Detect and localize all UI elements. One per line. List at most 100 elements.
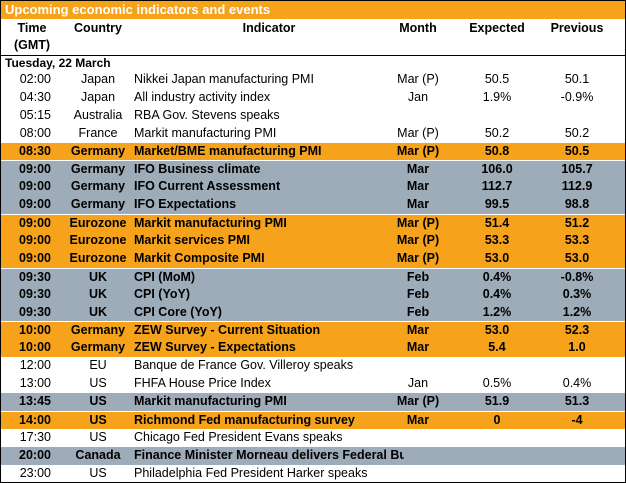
cell-indicator: Chicago Fed President Evans speaks bbox=[134, 429, 343, 444]
header-indicator: Indicator bbox=[242, 21, 296, 35]
cell-time: 20:00 bbox=[19, 447, 51, 462]
cell-country: US bbox=[89, 376, 107, 391]
cell-previous: 1.2% bbox=[562, 304, 592, 319]
cell-indicator: CPI Core (YoY) bbox=[134, 304, 222, 319]
table-row: 09:00 Germany IFO Business climate Mar 106.0… bbox=[1, 160, 625, 179]
cell-indicator: RBA Gov. Stevens speaks bbox=[134, 107, 280, 122]
cell-time: 14:00 bbox=[19, 412, 51, 427]
table-row: 08:00 France Markit manufacturing PMI Mar (… bbox=[1, 124, 625, 143]
cell-indicator: CPI (MoM) bbox=[134, 269, 196, 284]
cell-country: Japan bbox=[80, 89, 116, 104]
cell-indicator: Markit manufacturing PMI bbox=[134, 216, 287, 231]
cell-expected: 106.0 bbox=[481, 162, 513, 177]
cell-expected: 51.4 bbox=[484, 216, 510, 231]
cell-time: 08:00 bbox=[19, 125, 51, 140]
table-row: 09:00 Germany IFO Current Assessment Mar 112… bbox=[1, 178, 625, 197]
cell-month: Mar (P) bbox=[396, 394, 440, 409]
cell-expected: 0 bbox=[493, 412, 501, 427]
cell-time: 09:00 bbox=[19, 197, 51, 212]
cell-month: Mar bbox=[406, 412, 430, 427]
table-row: 12:00 EU Banque de France Gov. Villeroy sp… bbox=[1, 357, 625, 376]
cell-month: Jan bbox=[407, 89, 429, 104]
header-expected: Expected bbox=[469, 21, 525, 35]
cell-indicator: Finance Minister Morneau delivers Federa… bbox=[134, 447, 404, 462]
cell-expected: 0.4% bbox=[482, 286, 512, 301]
cell-country: US bbox=[89, 465, 107, 480]
cell-expected: 50.2 bbox=[484, 125, 510, 140]
cell-indicator: Markit manufacturing PMI bbox=[134, 125, 277, 140]
table-row: 13:45 US Markit manufacturing PMI Mar (P) 51… bbox=[1, 393, 625, 411]
cell-country: Eurozone bbox=[69, 216, 127, 231]
cell-indicator: IFO Current Assessment bbox=[134, 179, 281, 194]
cell-time: 13:45 bbox=[19, 394, 51, 409]
cell-indicator: ZEW Survey - Expectations bbox=[134, 340, 296, 355]
cell-indicator: Markit services PMI bbox=[134, 233, 251, 248]
cell-country: US bbox=[89, 429, 107, 444]
cell-month: Mar bbox=[406, 179, 430, 194]
table-row: 14:00 US Richmond Fed manufacturing survey… bbox=[1, 410, 625, 429]
cell-expected: 53.3 bbox=[484, 233, 510, 248]
cell-month: Mar bbox=[406, 197, 430, 212]
cell-expected: 0.4% bbox=[482, 269, 512, 284]
cell-previous: -4 bbox=[571, 412, 583, 427]
cell-country: Eurozone bbox=[69, 250, 127, 265]
cell-time: 09:00 bbox=[19, 179, 51, 194]
cell-indicator: ZEW Survey - Current Situation bbox=[134, 323, 321, 338]
cell-month: Mar bbox=[406, 323, 430, 338]
cell-country: EU bbox=[89, 358, 107, 373]
cell-country: UK bbox=[88, 286, 108, 301]
cell-country: France bbox=[78, 125, 118, 140]
cell-expected: 5.4 bbox=[488, 340, 506, 355]
cell-country: Germany bbox=[70, 143, 126, 158]
cell-expected: 50.5 bbox=[484, 72, 510, 86]
cell-indicator: CPI (YoY) bbox=[134, 286, 191, 301]
cell-previous: 50.1 bbox=[564, 72, 590, 86]
cell-month: Jan bbox=[407, 376, 429, 391]
cell-previous: 53.3 bbox=[564, 233, 590, 248]
cell-country: Germany bbox=[70, 323, 126, 338]
cell-month: Mar (P) bbox=[396, 250, 440, 265]
cell-indicator: Richmond Fed manufacturing survey bbox=[134, 412, 355, 427]
cell-country: US bbox=[89, 412, 107, 427]
table-row: 09:00 Eurozone Markit manufacturing PMI Mar… bbox=[1, 214, 625, 233]
cell-indicator: Markit manufacturing PMI bbox=[134, 394, 287, 409]
header-country: Country bbox=[74, 21, 122, 35]
cell-indicator: All industry activity index bbox=[134, 89, 271, 104]
cell-country: UK bbox=[88, 269, 108, 284]
cell-expected: 53.0 bbox=[484, 250, 510, 265]
cell-month: Mar (P) bbox=[396, 143, 440, 158]
table-row: 13:00 US FHFA House Price Index Jan 0.5% 0.4% bbox=[1, 375, 625, 394]
cell-time: 08:30 bbox=[19, 143, 51, 158]
cell-previous: 105.7 bbox=[561, 162, 593, 177]
cell-previous: 0.3% bbox=[562, 286, 592, 301]
cell-country: UK bbox=[88, 304, 108, 319]
cell-time: 05:15 bbox=[19, 107, 51, 122]
header-time-line1: Time bbox=[17, 21, 47, 35]
table-row: 10:00 Germany ZEW Survey - Current Situati… bbox=[1, 321, 625, 340]
header-row: Time (GMT) Country Indicator Month Expec… bbox=[1, 19, 625, 56]
cell-indicator: IFO Business climate bbox=[134, 162, 261, 177]
day-label: Tuesday, 22 March bbox=[5, 56, 111, 70]
cell-country: Germany bbox=[70, 162, 126, 177]
cell-indicator: IFO Expectations bbox=[134, 197, 237, 212]
cell-time: 09:30 bbox=[19, 286, 51, 301]
table-row: 09:30 UK CPI (YoY) Feb 0.4% 0.3% bbox=[1, 285, 625, 304]
table-row: 09:30 UK CPI Core (YoY) Feb 1.2% 1.2% bbox=[1, 303, 625, 322]
cell-previous: 51.2 bbox=[564, 216, 590, 231]
cell-previous: 50.2 bbox=[564, 125, 590, 140]
cell-month: Feb bbox=[406, 269, 430, 284]
table-row: 23:00 US Philadelphia Fed President Harker… bbox=[1, 464, 625, 482]
table-row: 04:30 Japan All industry activity index Jan… bbox=[1, 88, 625, 107]
cell-time: 23:00 bbox=[19, 465, 51, 480]
cell-indicator: Banque de France Gov. Villeroy speaks bbox=[134, 358, 354, 373]
table-row: 17:30 US Chicago Fed President Evans speak… bbox=[1, 428, 625, 447]
cell-previous: -0.8% bbox=[560, 269, 594, 284]
cell-time: 10:00 bbox=[19, 323, 51, 338]
cell-indicator: Philadelphia Fed President Harker speaks bbox=[134, 465, 368, 480]
cell-previous: 51.3 bbox=[564, 394, 590, 409]
cell-time: 09:30 bbox=[19, 304, 51, 319]
cell-previous: 112.9 bbox=[561, 179, 593, 194]
cell-previous: 52.3 bbox=[564, 323, 590, 338]
table-row: 09:00 Germany IFO Expectations Mar 99.5 98.8 bbox=[1, 196, 625, 215]
